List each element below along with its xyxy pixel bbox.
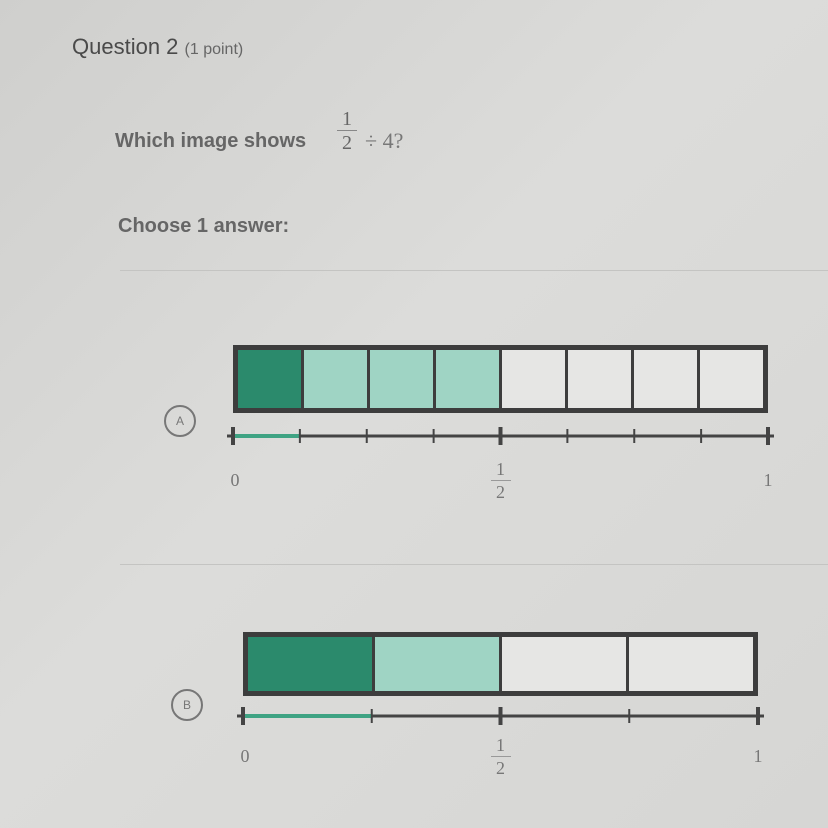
tape-cell — [436, 350, 502, 408]
tape-cell — [634, 350, 700, 408]
tape-cell — [370, 350, 436, 408]
choice-letter-circle[interactable]: A — [164, 405, 196, 437]
question-title: Question 2 (1 point) — [72, 34, 243, 60]
label-zero: 0 — [230, 470, 240, 490]
question-number: Question 2 — [72, 34, 179, 59]
tape-cell — [629, 637, 753, 691]
divider — [120, 564, 828, 565]
question-prompt: Which image shows — [115, 130, 307, 152]
tape-cell — [248, 637, 375, 691]
tape-cell — [375, 637, 502, 691]
tape-cell — [568, 350, 634, 408]
tape-cell — [700, 350, 763, 408]
label-one: 1 — [753, 746, 763, 766]
question-points: (1 point) — [184, 41, 244, 58]
label-half-denominator: 2 — [496, 758, 505, 778]
tape-diagram — [243, 632, 758, 696]
tape-cell — [304, 350, 370, 408]
instruction: Choose 1 answer: — [118, 215, 290, 237]
tape-diagram — [233, 345, 768, 413]
tape-cell — [502, 350, 568, 408]
numerator: 1 — [337, 108, 357, 131]
division-operator: ÷ 4? — [365, 128, 404, 153]
label-half-numerator: 1 — [490, 458, 511, 481]
label-half-denominator: 2 — [496, 482, 505, 502]
denominator: 2 — [342, 132, 352, 154]
tape-cell — [502, 637, 629, 691]
tape-cell — [238, 350, 304, 408]
label-half-numerator: 1 — [490, 734, 511, 757]
label-one: 1 — [763, 470, 773, 490]
choice-letter-circle[interactable]: B — [171, 689, 203, 721]
label-zero: 0 — [240, 746, 250, 766]
divider — [120, 270, 828, 271]
